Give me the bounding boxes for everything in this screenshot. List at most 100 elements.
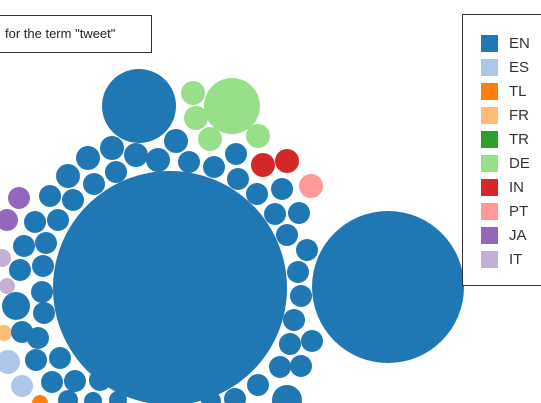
legend-item-tl: TL xyxy=(481,81,527,101)
legend-swatch-en xyxy=(481,34,498,52)
legend-label-de: DE xyxy=(509,154,530,172)
bubble-en xyxy=(272,385,302,403)
bubble-en xyxy=(47,209,69,231)
bubble-en xyxy=(83,173,105,195)
bubble-en xyxy=(246,183,268,205)
legend-swatch-de xyxy=(481,154,498,172)
bubble-ja xyxy=(8,187,30,209)
bubble-pt xyxy=(299,174,323,198)
legend-label-en: EN xyxy=(509,34,530,52)
bubble-en xyxy=(225,143,247,165)
legend-label-tr: TR xyxy=(509,130,529,148)
bubble-en xyxy=(164,129,188,153)
bubble-en xyxy=(124,143,148,167)
bubble-es xyxy=(11,375,33,397)
legend-label-es: ES xyxy=(509,58,530,76)
bubble-it xyxy=(0,278,15,294)
bubble-fr xyxy=(0,325,12,341)
bubble-en xyxy=(39,185,61,207)
bubble-en xyxy=(269,356,291,378)
bubble-de xyxy=(184,106,208,130)
bubble-es xyxy=(0,350,20,374)
bubble-en xyxy=(201,391,221,403)
legend-item-in: IN xyxy=(481,177,524,197)
bubble-en xyxy=(31,281,53,303)
bubble-en xyxy=(290,285,312,307)
bubble-en xyxy=(76,146,100,170)
bubble-en xyxy=(301,330,323,352)
bubble-in xyxy=(275,149,299,173)
bubble-en xyxy=(89,369,111,391)
bubble-en xyxy=(53,171,287,403)
legend-label-in: IN xyxy=(509,178,524,196)
legend-label-it: IT xyxy=(509,250,523,268)
bubble-en xyxy=(64,370,86,392)
bubble-en xyxy=(35,232,57,254)
bubble-en xyxy=(58,390,78,403)
legend-label-ja: JA xyxy=(509,226,527,244)
bubble-en xyxy=(24,211,46,233)
legend-swatch-pt xyxy=(481,202,498,220)
bubble-en xyxy=(276,224,298,246)
bubble-en xyxy=(279,333,301,355)
bubble-de xyxy=(246,124,270,148)
bubble-en xyxy=(56,164,80,188)
bubble-en xyxy=(288,202,310,224)
legend-item-de: DE xyxy=(481,153,530,173)
bubble-ja xyxy=(0,209,18,231)
bubble-en xyxy=(227,168,249,190)
bubble-en xyxy=(84,392,102,403)
search-term-label: for the term "tweet" xyxy=(0,15,152,53)
bubble-en xyxy=(109,391,127,403)
legend-swatch-it xyxy=(481,250,498,268)
bubble-en xyxy=(41,371,63,393)
bubble-en xyxy=(296,239,318,261)
bubble-en xyxy=(146,148,170,172)
bubble-en xyxy=(62,189,84,211)
bubble-en xyxy=(102,69,176,143)
bubble-en xyxy=(312,211,464,363)
bubble-tl xyxy=(32,395,48,403)
legend-item-fr: FR xyxy=(481,105,529,125)
legend-item-es: ES xyxy=(481,57,529,77)
legend-swatch-tr xyxy=(481,130,498,148)
bubble-en xyxy=(283,309,305,331)
bubble-en xyxy=(247,374,269,396)
legend-label-tl: TL xyxy=(509,82,527,100)
bubble-en xyxy=(287,261,309,283)
legend-swatch-tl xyxy=(481,82,498,100)
bubble-en xyxy=(32,255,54,277)
language-legend: EN ES TL FR TR DE IN PT JA IT xyxy=(462,14,541,286)
bubble-en xyxy=(290,355,312,377)
legend-item-it: IT xyxy=(481,249,522,269)
legend-label-fr: FR xyxy=(509,106,529,124)
legend-swatch-es xyxy=(481,58,498,76)
bubble-de xyxy=(198,127,222,151)
legend-swatch-ja xyxy=(481,226,498,244)
legend-swatch-in xyxy=(481,178,498,196)
bubble-en xyxy=(224,388,246,403)
legend-swatch-fr xyxy=(481,106,498,124)
bubble-en xyxy=(264,203,286,225)
bubble-it xyxy=(0,249,11,267)
legend-label-pt: PT xyxy=(509,202,529,220)
bubble-en xyxy=(178,151,200,173)
bubble-en xyxy=(105,161,127,183)
bubble-en xyxy=(27,327,49,349)
legend-item-pt: PT xyxy=(481,201,528,221)
legend-item-en: EN xyxy=(481,33,530,53)
bubble-de xyxy=(181,81,205,105)
bubble-en xyxy=(2,292,30,320)
bubble-en xyxy=(25,349,47,371)
bubble-en xyxy=(49,347,71,369)
bubble-en xyxy=(271,178,293,200)
bubble-in xyxy=(251,153,275,177)
search-term-text: for the term "tweet" xyxy=(5,26,116,41)
legend-item-ja: JA xyxy=(481,225,527,245)
bubble-en xyxy=(13,235,35,257)
legend-item-tr: TR xyxy=(481,129,529,149)
bubble-en xyxy=(9,259,31,281)
bubble-en xyxy=(100,136,124,160)
bubble-de xyxy=(204,78,260,134)
